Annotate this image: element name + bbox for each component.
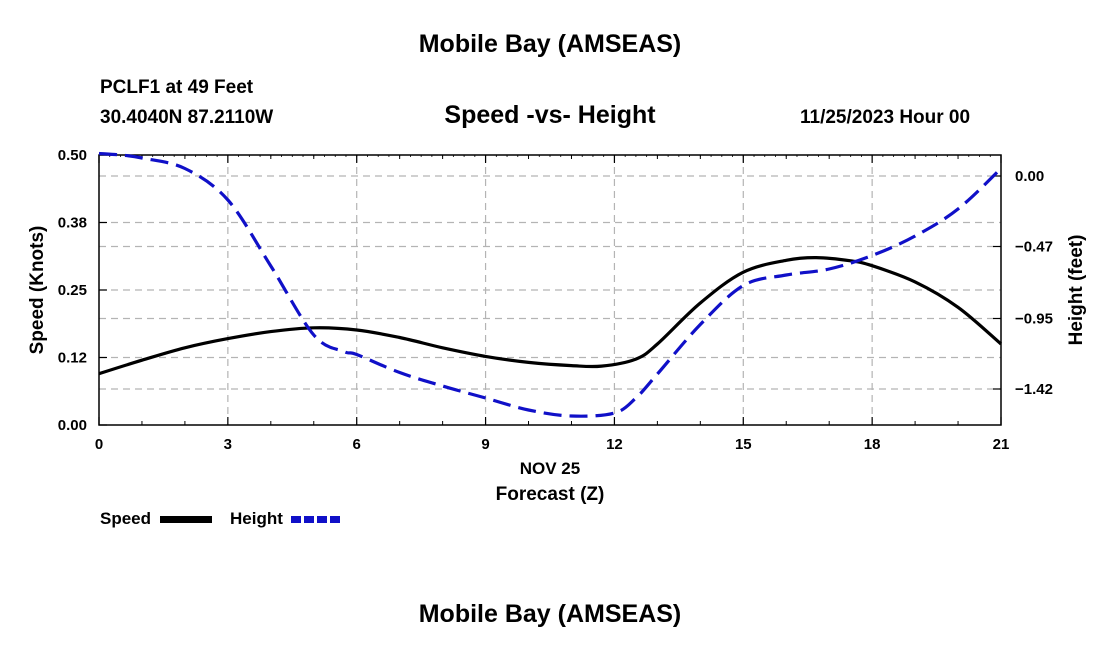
x-tick-label: 9 <box>481 436 489 453</box>
y-axis-title: Speed (Knots) <box>27 226 48 355</box>
x-axis-title: Forecast (Z) <box>496 484 605 505</box>
y2-tick-label: −0.47 <box>1015 239 1053 256</box>
y-tick-label: 0.25 <box>58 282 87 299</box>
y2-axis-title: Height (feet) <box>1066 235 1087 346</box>
grid-lines <box>99 155 1001 425</box>
x-tick-label: 15 <box>735 436 752 453</box>
chart-title: Mobile Bay (AMSEAS) <box>418 30 682 58</box>
y-tick-label: 0.00 <box>58 417 87 434</box>
y2-tick-label: −0.95 <box>1015 311 1053 328</box>
speed-series-line <box>98 255 1003 376</box>
x-tick-label: 6 <box>353 436 361 453</box>
y-tick-label: 0.50 <box>58 147 87 164</box>
x-tick-label: 0 <box>95 436 103 453</box>
axis-labels: 0 3 6 9 12 15 18 21 0.00 0.12 0.25 0.38 0.50 0.00 −0.4… <box>27 147 1087 505</box>
axis-ticks <box>98 154 1002 426</box>
x-sublabel: NOV 25 <box>520 459 580 478</box>
x-tick-label: 12 <box>606 436 623 453</box>
footer-title: Mobile Bay (AMSEAS) <box>418 600 682 628</box>
legend-speed-swatch <box>160 516 212 523</box>
x-tick-label: 3 <box>224 436 232 453</box>
x-tick-label: 21 <box>993 436 1010 453</box>
legend-height-swatch <box>291 516 343 523</box>
coordinates-label: 30.4040N 87.2110W <box>100 107 274 128</box>
chart-subtitle: Speed -vs- Height <box>444 101 656 129</box>
height-series-line <box>98 151 1003 418</box>
y2-tick-label: −1.42 <box>1015 381 1053 398</box>
x-tick-label: 18 <box>864 436 881 453</box>
series-lines <box>98 151 1003 418</box>
legend-height-label: Height <box>230 509 283 528</box>
y2-tick-label: 0.00 <box>1015 168 1044 185</box>
y-tick-label: 0.38 <box>58 215 87 232</box>
forecast-datetime: 11/25/2023 Hour 00 <box>800 107 971 128</box>
station-label: PCLF1 at 49 Feet <box>100 77 254 98</box>
y-tick-label: 0.12 <box>58 350 87 367</box>
legend-speed-label: Speed <box>100 509 152 528</box>
